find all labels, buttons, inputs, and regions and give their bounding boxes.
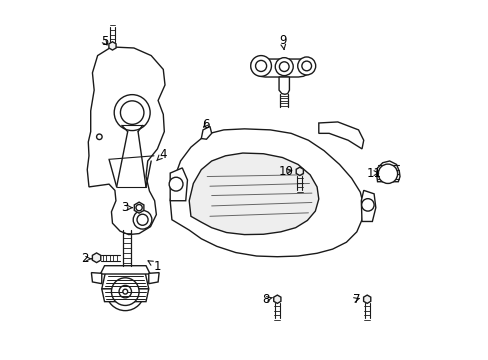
Polygon shape <box>109 42 116 50</box>
Text: 6: 6 <box>202 118 209 131</box>
Text: 9: 9 <box>278 33 285 50</box>
Circle shape <box>119 285 131 298</box>
Polygon shape <box>273 295 280 303</box>
Polygon shape <box>134 202 143 213</box>
Polygon shape <box>189 153 318 235</box>
Circle shape <box>106 273 144 311</box>
Text: 8: 8 <box>262 293 272 306</box>
Text: 5: 5 <box>101 35 108 48</box>
Circle shape <box>279 62 288 72</box>
Circle shape <box>97 134 102 140</box>
Polygon shape <box>102 273 148 289</box>
Polygon shape <box>92 253 101 262</box>
Text: 7: 7 <box>352 293 360 306</box>
Circle shape <box>361 199 373 211</box>
Circle shape <box>122 289 127 294</box>
Polygon shape <box>148 273 159 284</box>
Polygon shape <box>201 126 211 139</box>
Polygon shape <box>318 122 363 149</box>
Polygon shape <box>91 273 102 284</box>
Text: 4: 4 <box>156 148 167 161</box>
Circle shape <box>114 95 150 131</box>
Circle shape <box>133 210 152 229</box>
Polygon shape <box>363 295 370 303</box>
Circle shape <box>136 204 142 211</box>
Circle shape <box>120 101 143 124</box>
Text: 1: 1 <box>148 260 161 273</box>
Text: 10: 10 <box>278 165 293 178</box>
Circle shape <box>250 55 271 76</box>
Polygon shape <box>170 168 187 201</box>
Circle shape <box>169 177 183 191</box>
Polygon shape <box>251 59 312 77</box>
Polygon shape <box>87 47 164 235</box>
Circle shape <box>255 60 266 72</box>
Circle shape <box>378 164 397 184</box>
Polygon shape <box>170 129 363 257</box>
Text: 11: 11 <box>366 167 381 180</box>
Circle shape <box>111 278 139 305</box>
Polygon shape <box>296 167 303 176</box>
Polygon shape <box>376 161 399 182</box>
Circle shape <box>297 57 315 75</box>
Circle shape <box>137 214 148 225</box>
Text: 3: 3 <box>122 201 132 214</box>
Circle shape <box>301 61 311 71</box>
Polygon shape <box>279 77 289 94</box>
Text: 2: 2 <box>81 252 91 265</box>
Polygon shape <box>361 190 375 221</box>
Polygon shape <box>100 266 150 274</box>
Polygon shape <box>102 289 148 302</box>
Circle shape <box>275 58 293 76</box>
